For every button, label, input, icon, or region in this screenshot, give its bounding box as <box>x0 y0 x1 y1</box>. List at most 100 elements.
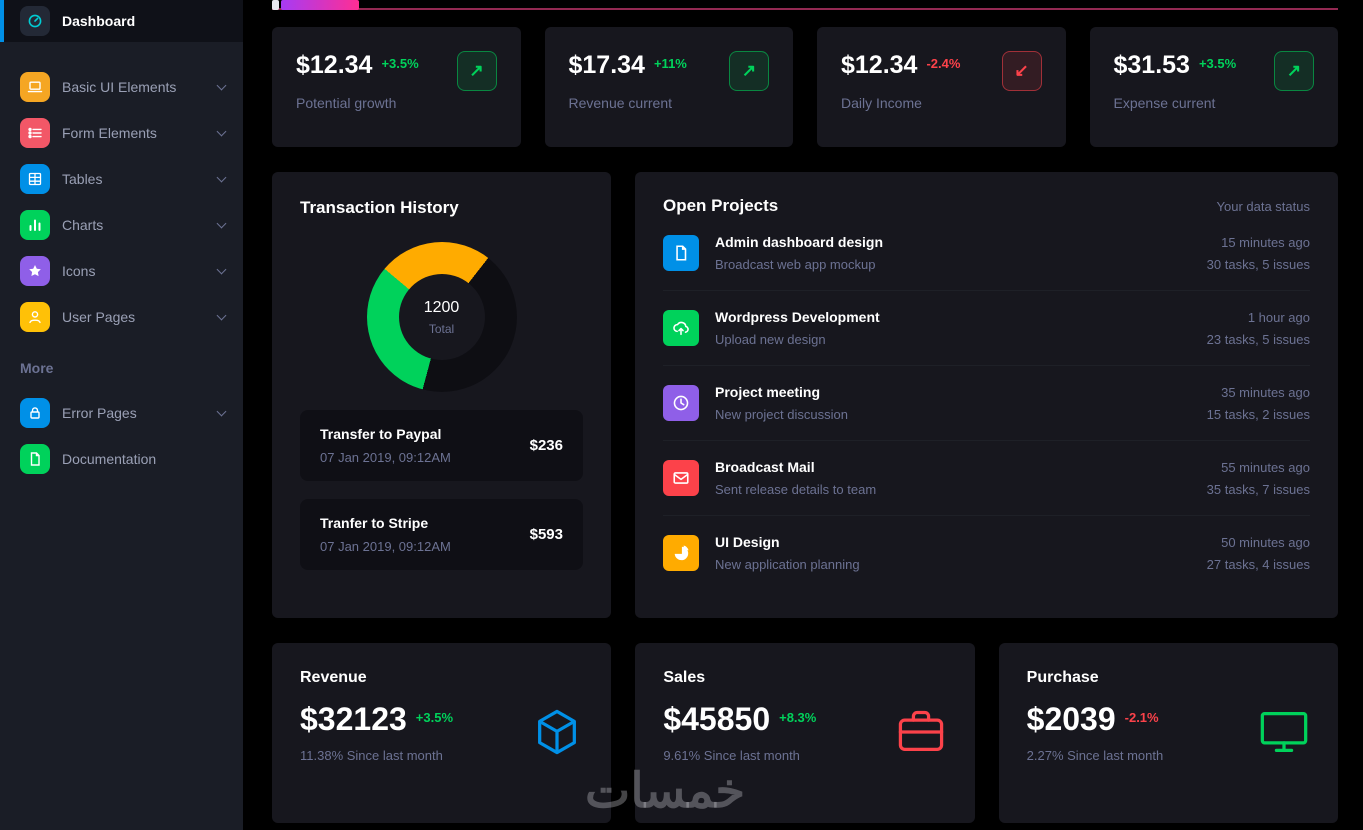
chevron-down-icon <box>216 264 227 274</box>
chart-gradient-bar <box>281 0 359 10</box>
sidebar-section-more: More <box>20 360 54 376</box>
sidebar: Dashboard Basic UI Elements Form Element… <box>0 0 243 830</box>
cropped-chart-remnant <box>272 0 1338 11</box>
sidebar-item-label: Dashboard <box>62 13 136 29</box>
sidebar-item-error-pages[interactable]: Error Pages <box>0 390 243 436</box>
chevron-down-icon <box>216 310 227 320</box>
monitor-icon <box>1258 706 1310 758</box>
stat-label: Potential growth <box>296 95 397 111</box>
chart-cap <box>272 0 279 10</box>
project-title: Admin dashboard design <box>715 234 884 250</box>
data-status-label: Your data status <box>1216 198 1310 214</box>
sidebar-item-label: Documentation <box>62 451 157 467</box>
file-icon <box>663 235 699 271</box>
sidebar-item-tables[interactable]: Tables <box>0 156 243 202</box>
summary-row: Revenue $32123 +3.5% 11.38% Since last mo… <box>272 643 1338 823</box>
pie-chart-icon <box>663 535 699 571</box>
user-pages-icon <box>20 302 50 332</box>
transaction-date: 07 Jan 2019, 09:12AM <box>320 539 451 554</box>
summary-delta: +8.3% <box>779 710 817 725</box>
donut-total-value: 1200 <box>423 298 460 316</box>
transaction-title: Tranfer to Stripe <box>320 515 429 531</box>
project-subtitle: Upload new design <box>715 332 826 347</box>
ui-elements-icon <box>20 72 50 102</box>
summary-delta: -2.1% <box>1124 710 1159 725</box>
card-title: Transaction History <box>300 198 459 217</box>
project-time: 15 minutes ago <box>1221 234 1310 250</box>
summary-value: $32123 <box>300 701 407 737</box>
chevron-down-icon <box>216 80 227 90</box>
stat-card-revenue-current: $17.34 +11% Revenue current ↗ <box>544 27 793 147</box>
sidebar-item-charts[interactable]: Charts <box>0 202 243 248</box>
summary-delta: +3.5% <box>415 710 454 725</box>
sidebar-item-icons[interactable]: Icons <box>0 248 243 294</box>
summary-subtext: 11.38% Since last month <box>300 748 443 763</box>
open-projects-card: Open Projects Your data status Admin das… <box>635 172 1338 618</box>
transaction-amount: $593 <box>529 526 563 543</box>
cube-icon <box>531 706 583 758</box>
sidebar-item-documentation[interactable]: Documentation <box>0 436 243 482</box>
project-row: UI Design New application planning 50 mi… <box>663 516 1310 590</box>
project-subtitle: Sent release details to team <box>715 482 877 497</box>
summary-subtext: 2.27% Since last month <box>1026 748 1164 763</box>
project-subtitle: New project discussion <box>715 407 848 422</box>
project-subtitle: New application planning <box>715 557 860 572</box>
stat-delta: +3.5% <box>381 56 419 71</box>
charts-icon <box>20 210 50 240</box>
sidebar-item-user-pages[interactable]: User Pages <box>0 294 243 340</box>
sidebar-item-label: Charts <box>62 217 104 233</box>
project-time: 35 minutes ago <box>1221 384 1310 400</box>
card-title: Sales <box>663 669 706 686</box>
stat-label: Expense current <box>1113 95 1216 111</box>
card-title: Open Projects <box>663 196 779 215</box>
chevron-down-icon <box>216 126 227 136</box>
card-title: Revenue <box>300 669 367 686</box>
summary-value: $2039 <box>1026 701 1116 737</box>
sidebar-item-dashboard[interactable]: Dashboard <box>0 0 243 42</box>
sidebar-item-label: Basic UI Elements <box>62 79 177 95</box>
trend-up-arrow-icon: ↗ <box>456 51 497 91</box>
project-meta: 35 tasks, 7 issues <box>1206 481 1310 497</box>
project-row: Wordpress Development Upload new design … <box>663 291 1310 366</box>
project-title: Wordpress Development <box>715 309 880 325</box>
trend-down-arrow-icon: ↙ <box>1001 51 1042 91</box>
icons-icon <box>20 256 50 286</box>
sidebar-item-basic-ui-elements[interactable]: Basic UI Elements <box>0 64 243 110</box>
chart-baseline <box>272 8 1338 10</box>
sidebar-item-label: Error Pages <box>62 405 137 421</box>
briefcase-icon <box>895 706 947 758</box>
sidebar-item-form-elements[interactable]: Form Elements <box>0 110 243 156</box>
donut-ring: 1200 Total <box>366 242 517 392</box>
clock-icon <box>663 385 699 421</box>
document-icon <box>20 444 50 474</box>
lock-icon <box>20 398 50 428</box>
form-elements-icon <box>20 118 50 148</box>
transaction-row-stripe: Tranfer to Stripe 07 Jan 2019, 09:12AM $… <box>300 499 583 570</box>
main-content: $12.34 +3.5% Potential growth ↗ $17.34 +11… <box>243 0 1363 823</box>
project-time: 1 hour ago <box>1247 309 1310 325</box>
transaction-amount: $236 <box>529 437 563 454</box>
donut-center: 1200 Total <box>398 274 485 360</box>
stat-card-daily-income: $12.34 -2.4% Daily Income ↙ <box>817 27 1066 147</box>
stat-card-potential-growth: $12.34 +3.5% Potential growth ↗ <box>272 27 521 147</box>
project-time: 55 minutes ago <box>1221 459 1310 475</box>
stat-label: Revenue current <box>568 95 673 111</box>
transaction-date: 07 Jan 2019, 09:12AM <box>320 450 451 465</box>
project-meta: 23 tasks, 5 issues <box>1206 331 1310 347</box>
sidebar-item-label: User Pages <box>62 309 136 325</box>
project-row: Admin dashboard design Broadcast web app… <box>663 216 1310 291</box>
project-title: UI Design <box>715 534 780 550</box>
stat-label: Daily Income <box>841 95 922 111</box>
project-time: 50 minutes ago <box>1221 534 1310 550</box>
sidebar-item-label: Tables <box>62 171 103 187</box>
cloud-upload-icon <box>663 310 699 346</box>
tables-icon <box>20 164 50 194</box>
summary-subtext: 9.61% Since last month <box>663 748 800 763</box>
project-meta: 27 tasks, 4 issues <box>1206 556 1310 572</box>
stat-value: $31.53 <box>1113 51 1190 79</box>
purchase-card: Purchase $2039 -2.1% 2.27% Since last mon… <box>998 643 1338 823</box>
dashboard-icon <box>20 6 50 36</box>
project-meta: 15 tasks, 2 issues <box>1206 406 1310 422</box>
card-title: Purchase <box>1026 669 1099 686</box>
trend-up-arrow-icon: ↗ <box>729 51 769 91</box>
